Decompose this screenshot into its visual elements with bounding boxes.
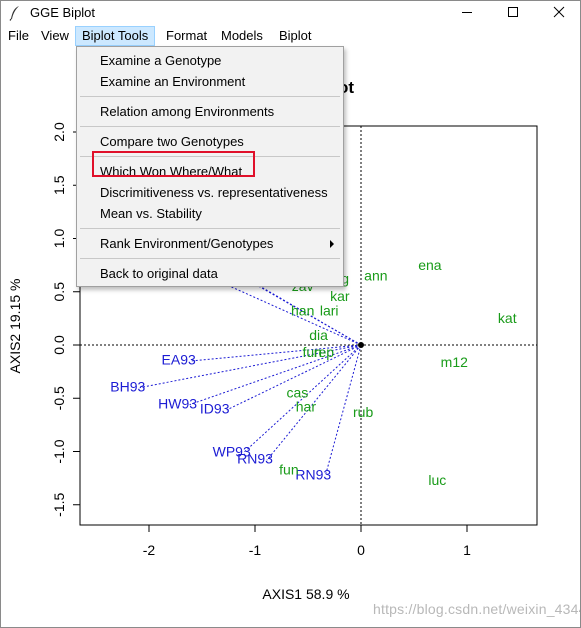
menu-item-examine-a-genotype[interactable]: Examine a Genotype bbox=[100, 53, 222, 68]
environment-label: cas bbox=[287, 385, 309, 401]
menu-separator bbox=[80, 228, 340, 229]
genotype-vector bbox=[243, 344, 362, 453]
environment-label: ena bbox=[418, 257, 442, 273]
minimize-button[interactable] bbox=[444, 1, 490, 23]
y-tick-label: -1.0 bbox=[51, 439, 67, 463]
environment-label: fun bbox=[279, 461, 298, 477]
menu-item-back-to-original-data[interactable]: Back to original data bbox=[100, 266, 218, 281]
genotype-label: ID93 bbox=[200, 401, 230, 417]
close-button[interactable] bbox=[536, 1, 580, 23]
genotype-vector bbox=[324, 344, 362, 477]
genotype-vector bbox=[260, 285, 362, 346]
environment-label: han bbox=[291, 303, 314, 319]
menu-view[interactable]: View bbox=[41, 28, 69, 43]
genotype-label: RN93 bbox=[237, 451, 273, 467]
genotype-vector bbox=[189, 344, 362, 406]
genotype-vector bbox=[139, 344, 362, 389]
menu-biplot-tools[interactable]: Biplot Tools bbox=[75, 26, 156, 46]
environment-label: g bbox=[341, 271, 349, 287]
menu-item-examine-an-environment[interactable]: Examine an Environment bbox=[100, 74, 246, 89]
menu-item-discrimitiveness-vs-representativeness[interactable]: Discrimitiveness vs. representativeness bbox=[100, 185, 328, 200]
menu-item-compare-two-genotypes[interactable]: Compare two Genotypes bbox=[100, 134, 244, 149]
y-axis-label: AXIS2 19.15 % bbox=[7, 279, 23, 374]
menu-format[interactable]: Format bbox=[166, 28, 208, 43]
menu-bar: File View Biplot Tools Format Models Bip… bbox=[1, 25, 580, 47]
environment-label: rep bbox=[314, 344, 334, 360]
environment-label: rub bbox=[353, 404, 373, 420]
menu-separator bbox=[80, 258, 340, 259]
environment-label: kar bbox=[330, 288, 350, 304]
biplot-tools-dropdown: Examine a Genotype Examine an Environment… bbox=[76, 46, 344, 287]
genotype-label: RN93 bbox=[295, 467, 331, 483]
feather-app-icon bbox=[9, 6, 19, 21]
y-tick-label: -1.5 bbox=[51, 492, 67, 516]
y-tick-label: 1.0 bbox=[51, 229, 67, 249]
title-bar: GGE Biplot bbox=[1, 1, 580, 25]
genotype-vector bbox=[222, 282, 362, 346]
y-tick-label: 0.0 bbox=[51, 335, 67, 355]
genotype-label: BH93 bbox=[110, 378, 145, 394]
menu-models[interactable]: Models bbox=[221, 28, 263, 43]
submenu-arrow-icon bbox=[330, 240, 334, 248]
window-title: GGE Biplot bbox=[30, 5, 96, 20]
minimize-icon bbox=[462, 12, 472, 13]
environment-label: fun bbox=[303, 344, 322, 360]
gge-biplot-chart: ot -2 -1 0 1-1.5-1.0-0.50.00.51.01.52.0 EA9… bbox=[7, 78, 538, 602]
genotype-vector bbox=[226, 344, 362, 411]
y-tick-label: 0.5 bbox=[51, 282, 67, 302]
environment-label: luc bbox=[428, 472, 446, 488]
menu-separator bbox=[80, 156, 340, 157]
environment-label: dia bbox=[309, 327, 328, 343]
highlight-annotation-box bbox=[92, 151, 255, 177]
close-icon bbox=[553, 6, 565, 18]
x-tick-label: 1 bbox=[463, 542, 471, 558]
x-axis-label: AXIS1 58.9 % bbox=[262, 586, 349, 602]
environment-label: m12 bbox=[441, 354, 468, 370]
environment-label: har bbox=[296, 399, 317, 415]
genotype-vector bbox=[190, 344, 362, 362]
menu-separator bbox=[80, 96, 340, 97]
y-tick-label: 1.5 bbox=[51, 175, 67, 195]
environment-label: kat bbox=[498, 310, 517, 326]
x-tick-label: -1 bbox=[249, 542, 262, 558]
menu-separator bbox=[80, 126, 340, 127]
maximize-button[interactable] bbox=[490, 1, 536, 23]
x-tick-label: 0 bbox=[357, 542, 365, 558]
x-tick-label: -2 bbox=[143, 542, 156, 558]
menu-item-mean-vs-stability[interactable]: Mean vs. Stability bbox=[100, 206, 202, 221]
watermark: https://blog.csdn.net/weixin_43443... bbox=[373, 601, 580, 617]
genotype-label: HW93 bbox=[158, 395, 197, 411]
menu-item-relation-among-environments[interactable]: Relation among Environments bbox=[100, 104, 275, 119]
menu-item-rank-environment-genotypes[interactable]: Rank Environment/Genotypes bbox=[78, 233, 342, 254]
genotype-vector bbox=[266, 344, 362, 461]
origin-point bbox=[358, 342, 364, 348]
environment-label: lari bbox=[320, 303, 339, 319]
menu-biplot[interactable]: Biplot bbox=[279, 28, 312, 43]
genotype-label: EA93 bbox=[162, 352, 196, 368]
maximize-icon bbox=[508, 7, 518, 17]
menu-file[interactable]: File bbox=[8, 28, 29, 43]
y-tick-label: 2.0 bbox=[51, 122, 67, 142]
y-tick-label: -0.5 bbox=[51, 386, 67, 410]
environment-label: ann bbox=[364, 268, 387, 284]
genotype-label: WP93 bbox=[213, 443, 251, 459]
